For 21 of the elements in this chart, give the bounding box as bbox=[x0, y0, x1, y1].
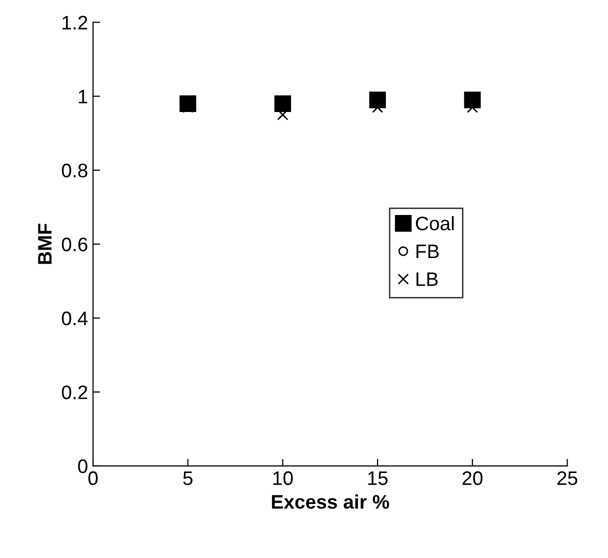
y-tick-label: 1 bbox=[78, 90, 88, 104]
y-tick-label: 0.6 bbox=[62, 238, 88, 252]
y-tick-label: 0.4 bbox=[62, 312, 88, 326]
y-tick-label: 0 bbox=[78, 459, 88, 474]
legend-label: Coal bbox=[416, 216, 454, 230]
y-tick-label: 0.8 bbox=[62, 164, 88, 178]
y-axis-title: BMF bbox=[38, 224, 52, 264]
x-tick-label: 10 bbox=[273, 471, 293, 486]
x-axis-title: Excess air % bbox=[272, 494, 390, 509]
x-tick-label: 20 bbox=[462, 471, 482, 486]
x-tick-label: 25 bbox=[557, 471, 578, 486]
x-tick-label: 0 bbox=[88, 471, 98, 486]
point bbox=[274, 95, 292, 112]
point bbox=[369, 92, 386, 108]
legend-label: FB bbox=[416, 244, 439, 258]
point bbox=[464, 92, 481, 108]
x-tick-label: 5 bbox=[183, 472, 192, 486]
x-tick-label: 15 bbox=[368, 472, 388, 486]
y-tick-label: 0.2 bbox=[62, 385, 88, 400]
y-tick-label: 1.2 bbox=[62, 16, 88, 30]
legend-label: LB bbox=[416, 272, 438, 286]
